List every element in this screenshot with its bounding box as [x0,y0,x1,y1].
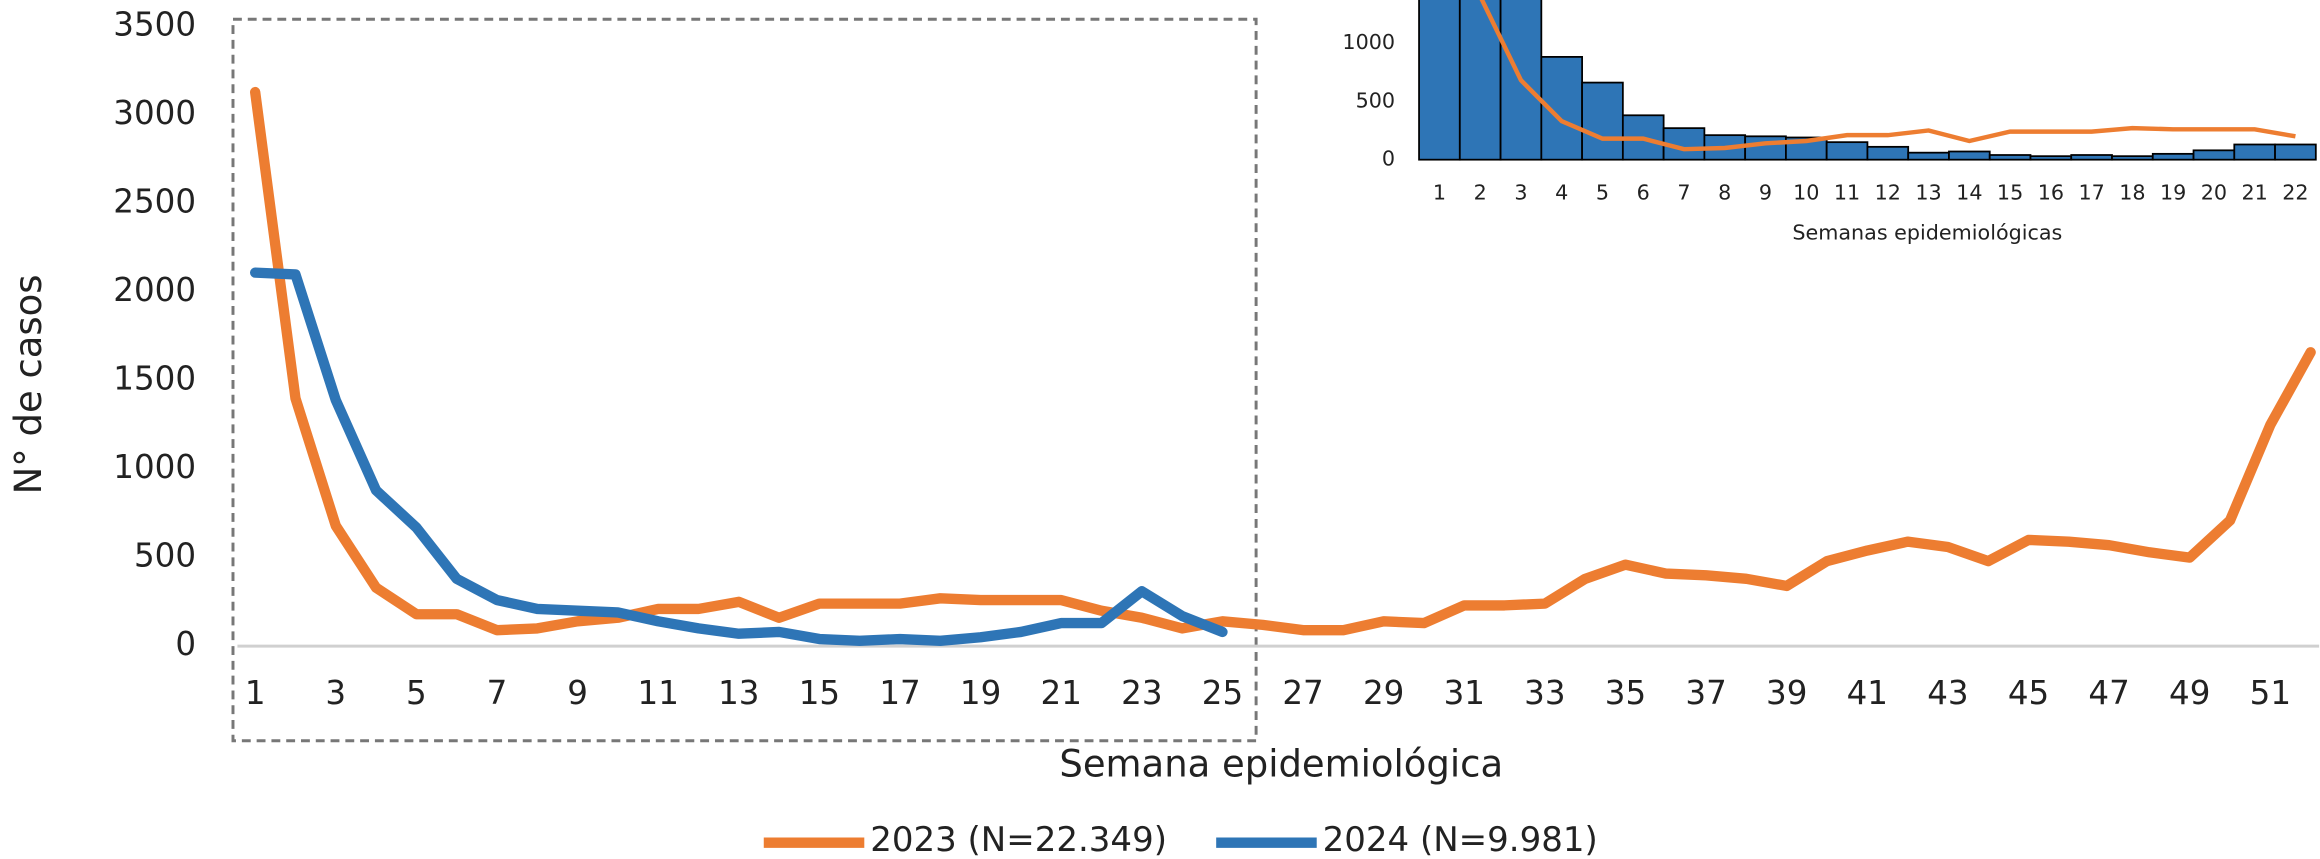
inset-bar [2111,155,2154,161]
inset-x-tick-label: 17 [2078,181,2104,205]
inset-x-tick-label: 12 [1875,181,1901,205]
inset-line [1479,0,2296,152]
inset-x-axis-title: Semanas epidemiológicas [1792,221,2062,245]
x-tick-label: 25 [1202,674,1243,712]
inset-x-tick-label: 11 [1834,181,1860,205]
legend-label: 2024 (N=9.981) [1323,820,1598,859]
x-tick-label: 17 [879,674,920,712]
x-tick-label: 15 [799,674,840,712]
inset-x-tick-label: 16 [2038,181,2064,205]
x-tick-label: 39 [1766,674,1807,712]
inset-x-tick-label: 2 [1474,181,1487,205]
inset-x-tick-label: 14 [1956,181,1982,205]
inset-bar [1825,141,1869,161]
inset-bar [1866,145,1910,161]
y-tick-label: 2500 [113,183,196,221]
inset-bar [1988,154,2032,161]
x-tick-label: 45 [2008,674,2049,712]
inset-y-tick-label: 1000 [1342,30,1395,54]
inset-x-tick-label: 8 [1718,181,1731,205]
y-axis-title: N° de casos [7,274,50,494]
x-axis-title: Semana epidemiológica [1059,742,1503,785]
inset-x-tick-label: 6 [1637,181,1650,205]
x-tick-label: 3 [325,674,346,712]
inset-x-tick-label: 1 [1433,181,1446,205]
inset-bar [1907,151,1950,161]
x-tick-label: 49 [2169,674,2210,712]
inset-x-tick-label: 7 [1677,181,1690,205]
inset-bar [1581,81,1624,161]
x-tick-label: 43 [1927,674,1968,712]
inset-bar [2151,152,2195,161]
inset-x-tick-label: 9 [1759,181,1772,205]
inset-x-tick-label: 4 [1555,181,1568,205]
x-tick-label: 1 [245,674,266,712]
x-tick-label: 11 [638,674,679,712]
x-tick-label: 27 [1282,674,1323,712]
inset-x-tick-label: 5 [1596,181,1609,205]
y-tick-label: 500 [134,537,196,575]
inset-x-tick-label: 13 [1915,181,1941,205]
series-line [249,86,2316,636]
inset-bar [1418,0,1461,161]
legend-label: 2023 (N=22.349) [870,820,1167,859]
x-tick-label: 47 [2088,674,2129,712]
x-tick-label: 23 [1121,674,1162,712]
inset-x-tick-label: 22 [2282,181,2308,205]
y-tick-label: 1000 [113,448,196,486]
inset-x-tick-label: 19 [2160,181,2186,205]
y-tick-label: 0 [175,625,196,663]
y-tick-label: 1500 [113,360,196,398]
x-tick-label: 35 [1605,674,1646,712]
x-tick-label: 31 [1444,674,1485,712]
inset-x-tick-label: 15 [1997,181,2023,205]
inset-bar [2029,155,2073,161]
inset-x-tick-label: 18 [2119,181,2145,205]
x-tick-label: 19 [960,674,1001,712]
inset-bar [2192,149,2236,161]
highlight-box [231,17,1258,743]
inset-x-tick-label: 21 [2242,181,2268,205]
x-tick-label: 13 [718,674,759,712]
x-tick-label: 9 [567,674,588,712]
x-tick-label: 41 [1847,674,1888,712]
inset-y-tick-label: 500 [1356,88,1396,112]
inset-bar [2070,154,2113,161]
inset-bar [1744,135,1787,161]
x-tick-label: 37 [1685,674,1726,712]
inset-y-tick-label: 0 [1382,147,1395,171]
inset-bar [1948,150,1991,161]
x-tick-label: 29 [1363,674,1404,712]
x-tick-label: 5 [406,674,427,712]
y-tick-label: 2000 [113,271,196,309]
inset-bar [2233,143,2276,161]
y-tick-label: 3500 [113,6,196,44]
inset-bar [2274,143,2317,161]
y-tick-label: 3000 [113,94,196,132]
inset-x-tick-label: 20 [2201,181,2227,205]
inset-x-tick-label: 10 [1793,181,1819,205]
x-tick-label: 7 [487,674,508,712]
x-tick-label: 51 [2250,674,2291,712]
x-tick-label: 33 [1524,674,1565,712]
inset-x-tick-label: 3 [1514,181,1527,205]
series-line [249,267,1228,646]
x-tick-label: 21 [1041,674,1082,712]
